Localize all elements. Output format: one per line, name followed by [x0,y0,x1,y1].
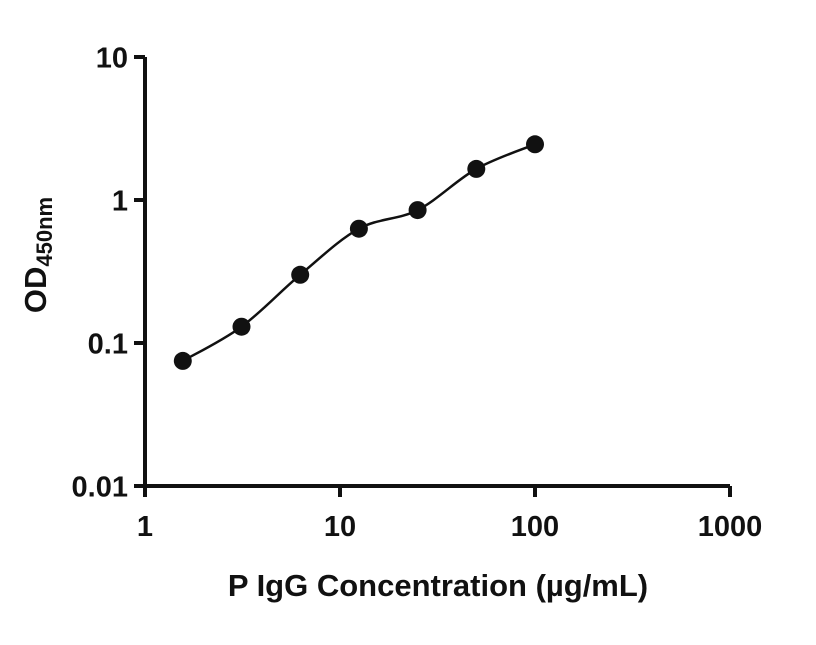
data-point [526,135,544,154]
data-point [173,351,192,370]
y-tick-label: 0.01 [72,471,128,503]
data-point [291,265,310,284]
x-tick-label: 1 [137,511,153,543]
x-tick-label: 1000 [698,511,763,543]
tick-marks [134,55,732,497]
data-point [232,317,251,336]
y-tick-label: 10 [96,42,128,74]
y-tick-label: 1 [112,185,128,217]
data-point [467,159,486,178]
x-tick-label: 10 [324,511,356,543]
y-axis-title: OD450nm [18,197,57,313]
y-axis-title-sub: 450nm [32,197,57,267]
tick-labels: 1 10 100 1000 0.01 0.1 1 10 [72,42,763,543]
data-point [408,201,427,220]
data-points [173,135,544,370]
y-axis-title-main: OD [18,267,53,314]
x-tick-label: 100 [511,511,559,543]
data-point [349,219,368,238]
axes [143,57,730,488]
y-tick-label: 0.1 [88,328,128,360]
axis-lines [143,57,730,488]
x-axis-title: P IgG Concentration (µg/mL) [228,568,648,603]
